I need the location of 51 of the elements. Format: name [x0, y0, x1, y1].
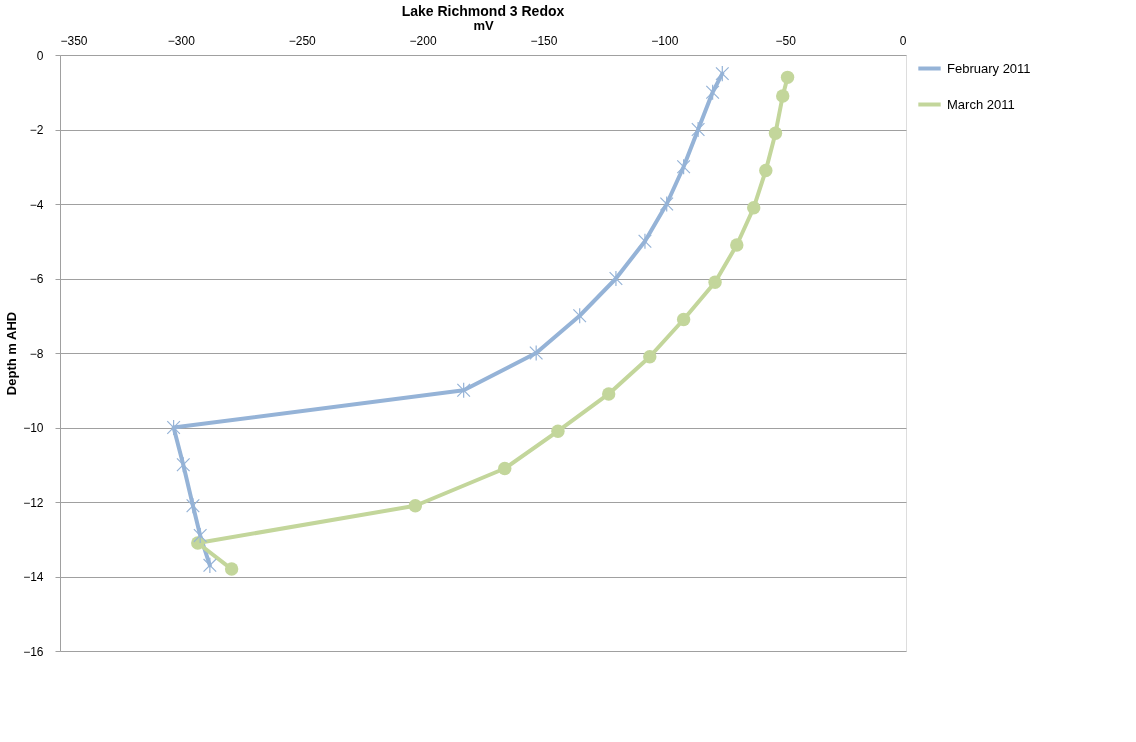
y-tick-label: −10 — [23, 421, 44, 435]
chart-title: Lake Richmond 3 Redox — [401, 3, 565, 19]
y-tick-label: −16 — [23, 644, 44, 659]
point — [498, 461, 512, 476]
y-tick-label: −8 — [29, 346, 44, 361]
point — [705, 84, 720, 101]
point — [638, 233, 652, 250]
point — [609, 270, 623, 287]
point — [759, 163, 773, 178]
legend-label: February 2011 — [947, 60, 1031, 76]
point — [166, 419, 181, 436]
point — [176, 456, 191, 473]
x-axis-title: mV — [473, 17, 494, 33]
point — [780, 70, 795, 85]
x-tick-label: −100 — [651, 33, 679, 48]
x-tick-label: −350 — [60, 33, 88, 48]
point — [193, 527, 208, 544]
x-tick-label: −150 — [530, 33, 558, 48]
y-tick-label: −14 — [23, 570, 44, 584]
point — [551, 424, 565, 438]
point — [224, 562, 239, 576]
y-tick-label: −12 — [23, 495, 44, 510]
point — [730, 238, 744, 252]
point — [715, 65, 730, 82]
x-tick-label: −250 — [288, 33, 317, 48]
y-tick-label: −2 — [29, 123, 44, 137]
point — [747, 201, 761, 215]
y-tick-label: 0 — [36, 48, 44, 63]
point — [708, 275, 722, 289]
y-tick-label: −6 — [29, 272, 44, 286]
point — [676, 158, 691, 175]
y-axis-title: Depth m AHD — [4, 311, 20, 396]
point — [456, 382, 471, 399]
point — [768, 126, 783, 140]
point — [529, 344, 544, 362]
point — [186, 497, 200, 514]
point — [676, 312, 691, 327]
legend-label: March 2011 — [947, 96, 1015, 112]
point — [572, 307, 587, 324]
x-tick-label: −50 — [775, 33, 797, 48]
point — [776, 89, 790, 103]
point — [643, 350, 657, 364]
y-tick-label: −4 — [29, 197, 44, 212]
x-tick-label: −300 — [167, 33, 196, 48]
x-tick-label: −200 — [409, 33, 437, 48]
point — [202, 557, 217, 574]
point — [691, 121, 706, 138]
point — [659, 195, 674, 213]
point — [408, 499, 423, 513]
point — [601, 387, 616, 401]
x-tick-label: 0 — [899, 33, 907, 48]
